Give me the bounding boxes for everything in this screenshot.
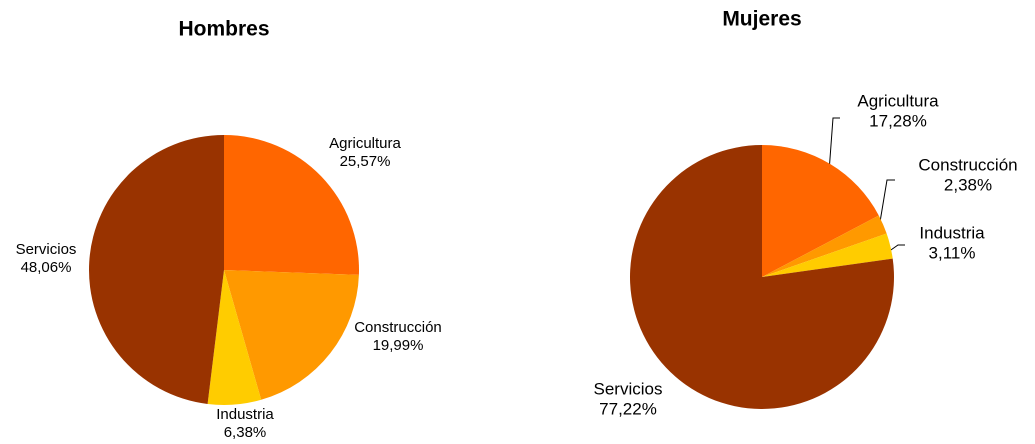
slice-label: Industria — [919, 223, 985, 242]
pie-slice — [762, 145, 879, 277]
slice-value-label: 6,38% — [224, 424, 267, 441]
pie-slice — [224, 135, 359, 275]
pie-slice — [207, 270, 262, 405]
pie-slice — [762, 233, 893, 277]
pie-slice — [762, 215, 887, 277]
slice-label: Construcción — [918, 155, 1017, 174]
chart-title: Hombres — [178, 18, 269, 41]
slice-label: Servicios — [16, 241, 77, 258]
slice-value-label: 25,57% — [340, 153, 391, 170]
leader-line — [828, 117, 840, 173]
slice-value-label: 2,38% — [944, 175, 992, 194]
slice-value-label: 19,99% — [373, 337, 424, 354]
slice-value-label: 17,28% — [869, 111, 927, 130]
leader-lines — [828, 117, 905, 253]
slice-label: Industria — [216, 406, 274, 423]
chart-title: Mujeres — [722, 8, 801, 31]
slice-label: Agricultura — [857, 91, 939, 110]
pie-slice — [224, 270, 359, 400]
slice-value-label: 77,22% — [599, 399, 657, 418]
slice-value-label: 48,06% — [21, 259, 72, 276]
leader-line — [887, 244, 905, 253]
slice-label: Construcción — [354, 319, 442, 336]
leader-line — [879, 179, 895, 223]
pie-slice — [88, 135, 224, 404]
pie-slice — [630, 145, 894, 409]
slice-label: Agricultura — [329, 135, 401, 152]
slice-label: Servicios — [594, 379, 663, 398]
slice-value-label: 3,11% — [929, 243, 976, 262]
